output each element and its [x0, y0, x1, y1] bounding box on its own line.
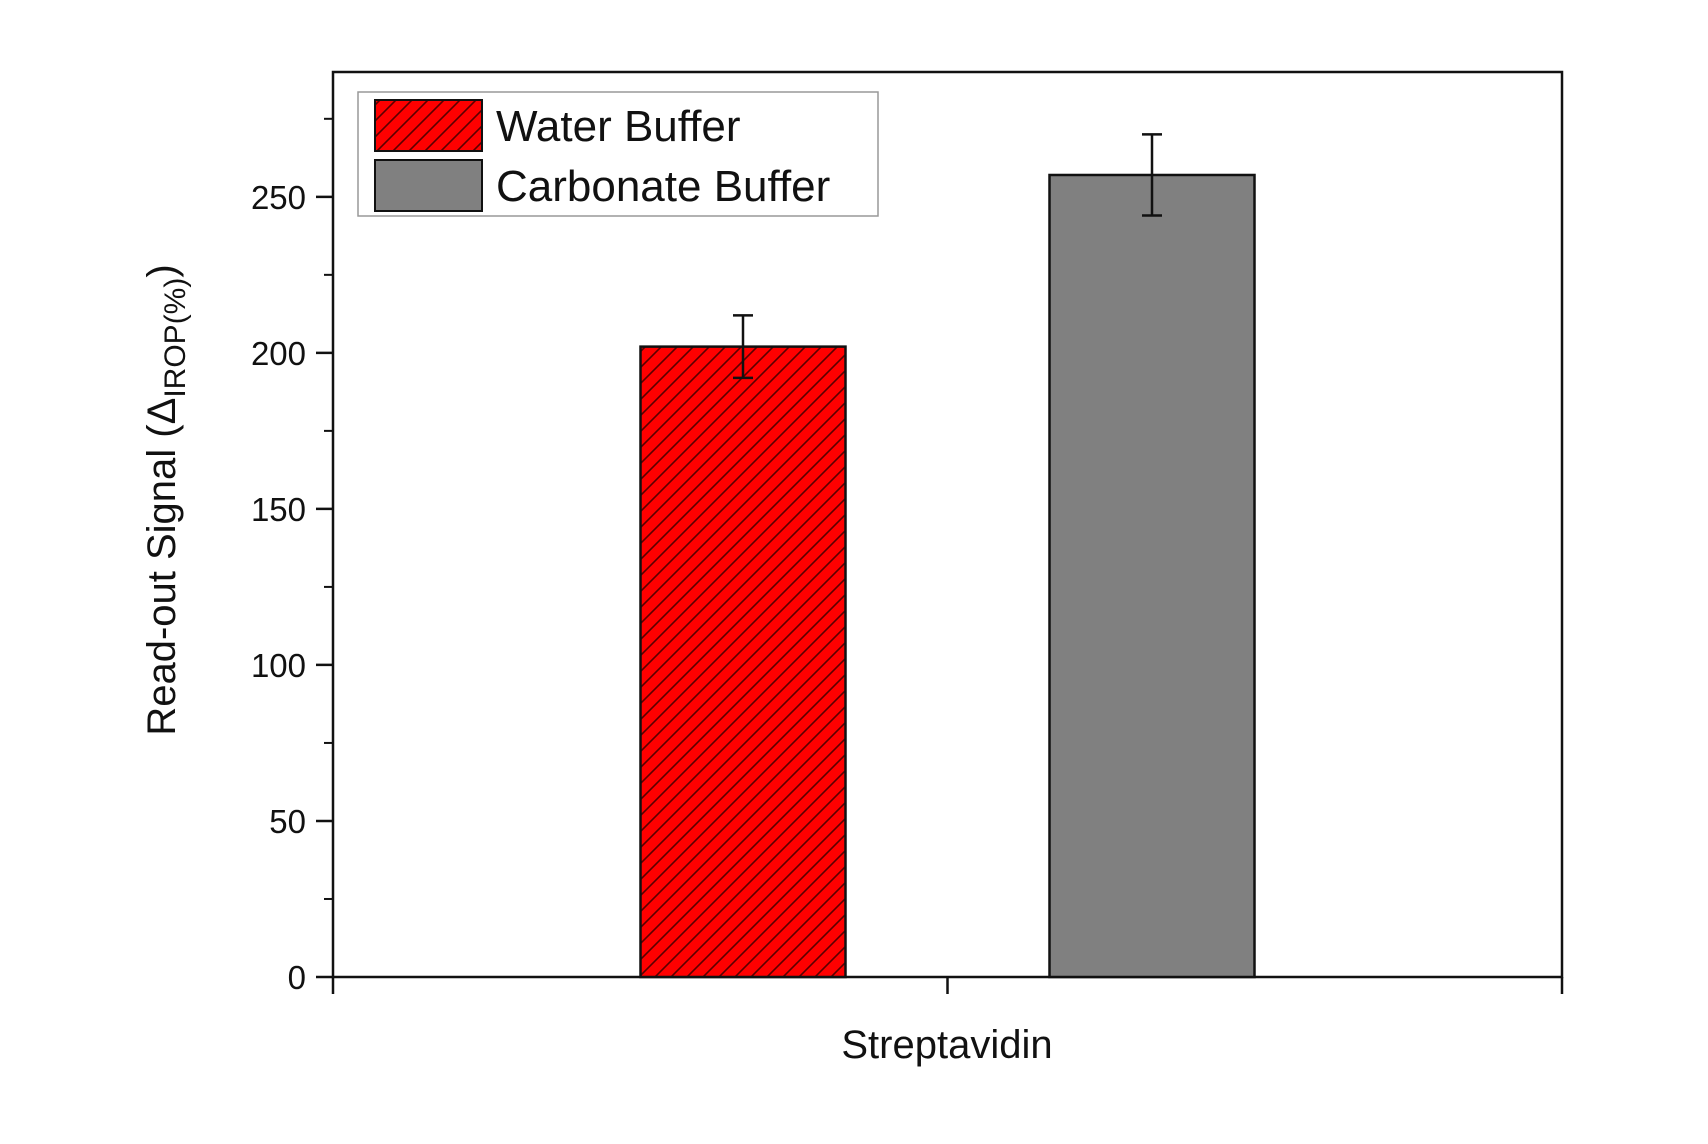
- legend-label-carbonate-buffer: Carbonate Buffer: [496, 162, 830, 211]
- y-tick-label: 0: [288, 959, 306, 996]
- y-axis-title-close: ): [140, 264, 184, 277]
- y-axis-title-main: Read-out Signal (: [140, 424, 184, 736]
- y-axis-title: Read-out Signal (ΔIROP(%)): [140, 264, 192, 735]
- error-bars: [733, 133, 1162, 380]
- x-axis-title: Streptavidin: [841, 1023, 1052, 1067]
- x-axis: [331, 977, 1564, 994]
- bars: [639, 173, 1256, 979]
- y-tick-label: 250: [251, 179, 306, 216]
- legend-swatch-carbonate-buffer: [374, 159, 483, 212]
- y-tick-label: 150: [251, 491, 306, 528]
- bar-water-buffer: [639, 345, 847, 979]
- y-axis-title-subscript: IROP(%): [159, 278, 192, 398]
- legend-swatch-water-buffer: [374, 99, 483, 152]
- y-axis: 0 50 100 150 200 250: [251, 117, 333, 996]
- y-tick-label: 200: [251, 335, 306, 372]
- bar-carbonate-buffer: [1048, 173, 1256, 979]
- legend: Water Buffer Carbonate Buffer: [357, 91, 879, 217]
- y-tick-label: 50: [269, 803, 306, 840]
- legend-label-water-buffer: Water Buffer: [496, 102, 741, 151]
- y-axis-title-symbol: Δ: [140, 398, 184, 425]
- y-tick-label: 100: [251, 647, 306, 684]
